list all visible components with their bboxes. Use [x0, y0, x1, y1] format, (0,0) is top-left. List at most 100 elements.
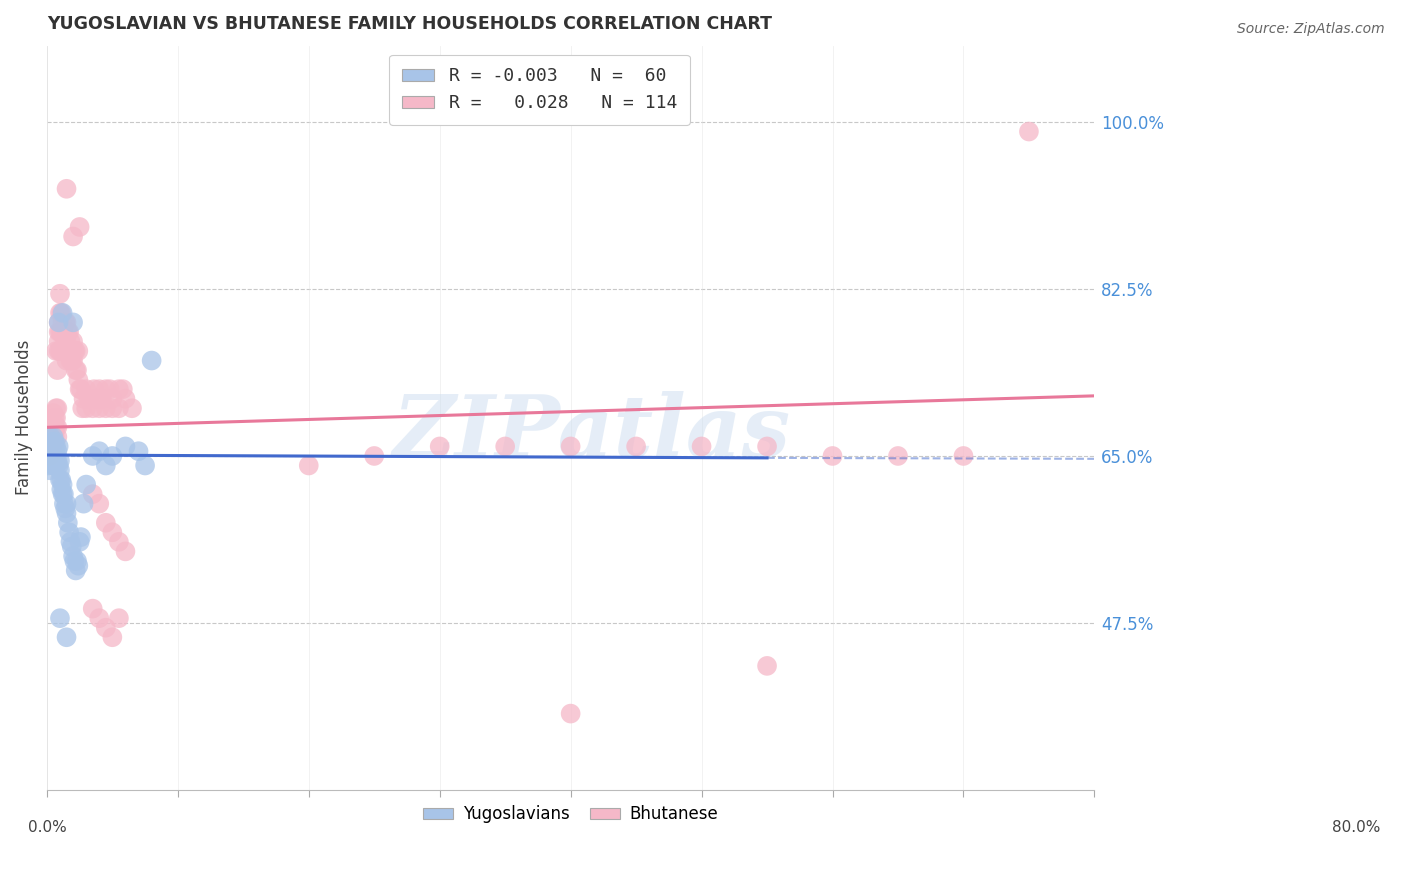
Point: [69, 382, 91, 396]
Point: [44, 454, 66, 468]
Point: [52, 325, 75, 339]
Point: [121, 401, 143, 416]
Point: [42, 430, 65, 444]
Point: [69, 219, 91, 234]
Point: [56, 325, 79, 339]
Point: [53, 501, 76, 516]
Point: [69, 534, 91, 549]
Point: [38, 430, 60, 444]
Point: [83, 382, 105, 396]
Point: [52, 306, 75, 320]
Point: [58, 344, 80, 359]
Point: [94, 621, 117, 635]
Point: [41, 420, 63, 434]
Point: [560, 439, 582, 453]
Point: [39, 434, 62, 449]
Point: [89, 401, 111, 416]
Point: [952, 449, 974, 463]
Point: [101, 449, 124, 463]
Point: [89, 497, 111, 511]
Point: [63, 554, 86, 568]
Point: [48, 315, 70, 329]
Point: [114, 544, 136, 558]
Point: [114, 439, 136, 453]
Point: [41, 439, 63, 453]
Point: [53, 334, 76, 349]
Point: [77, 392, 100, 406]
Point: [65, 363, 87, 377]
Point: [52, 325, 75, 339]
Point: [101, 392, 124, 406]
Point: [41, 454, 63, 468]
Point: [111, 382, 134, 396]
Point: [108, 401, 131, 416]
Point: [49, 306, 72, 320]
Point: [51, 473, 73, 487]
Point: [65, 564, 87, 578]
Point: [45, 458, 67, 473]
Point: [90, 392, 112, 406]
Point: [624, 439, 647, 453]
Point: [67, 344, 90, 359]
Point: [82, 487, 104, 501]
Point: [42, 425, 65, 439]
Point: [51, 344, 73, 359]
Point: [48, 334, 70, 349]
Point: [72, 497, 94, 511]
Point: [756, 659, 779, 673]
Point: [59, 334, 82, 349]
Point: [52, 344, 75, 359]
Point: [363, 449, 385, 463]
Point: [429, 439, 451, 453]
Point: [62, 315, 84, 329]
Point: [89, 611, 111, 625]
Point: [44, 420, 66, 434]
Point: [94, 458, 117, 473]
Text: 80.0%: 80.0%: [1331, 820, 1381, 835]
Point: [887, 449, 910, 463]
Point: [49, 611, 72, 625]
Point: [46, 454, 69, 468]
Point: [45, 410, 67, 425]
Point: [42, 449, 65, 463]
Text: YUGOSLAVIAN VS BHUTANESE FAMILY HOUSEHOLDS CORRELATION CHART: YUGOSLAVIAN VS BHUTANESE FAMILY HOUSEHOL…: [46, 15, 772, 33]
Point: [49, 473, 72, 487]
Point: [65, 344, 87, 359]
Point: [70, 530, 93, 544]
Point: [51, 483, 73, 497]
Point: [49, 286, 72, 301]
Point: [89, 444, 111, 458]
Text: ZIPatlas: ZIPatlas: [392, 391, 790, 475]
Point: [52, 344, 75, 359]
Point: [38, 454, 60, 468]
Point: [42, 458, 65, 473]
Point: [44, 410, 66, 425]
Point: [62, 229, 84, 244]
Point: [51, 306, 73, 320]
Point: [75, 477, 97, 491]
Point: [52, 497, 75, 511]
Point: [42, 434, 65, 449]
Point: [94, 382, 117, 396]
Point: [48, 325, 70, 339]
Point: [46, 430, 69, 444]
Point: [75, 382, 97, 396]
Point: [53, 315, 76, 329]
Point: [45, 439, 67, 453]
Point: [45, 420, 67, 434]
Point: [59, 353, 82, 368]
Point: [48, 439, 70, 453]
Point: [690, 439, 713, 453]
Point: [49, 454, 72, 468]
Point: [38, 463, 60, 477]
Point: [821, 449, 844, 463]
Point: [39, 430, 62, 444]
Point: [39, 449, 62, 463]
Point: [89, 382, 111, 396]
Point: [70, 401, 93, 416]
Point: [55, 334, 77, 349]
Text: Source: ZipAtlas.com: Source: ZipAtlas.com: [1237, 22, 1385, 37]
Point: [108, 611, 131, 625]
Point: [55, 353, 77, 368]
Point: [114, 392, 136, 406]
